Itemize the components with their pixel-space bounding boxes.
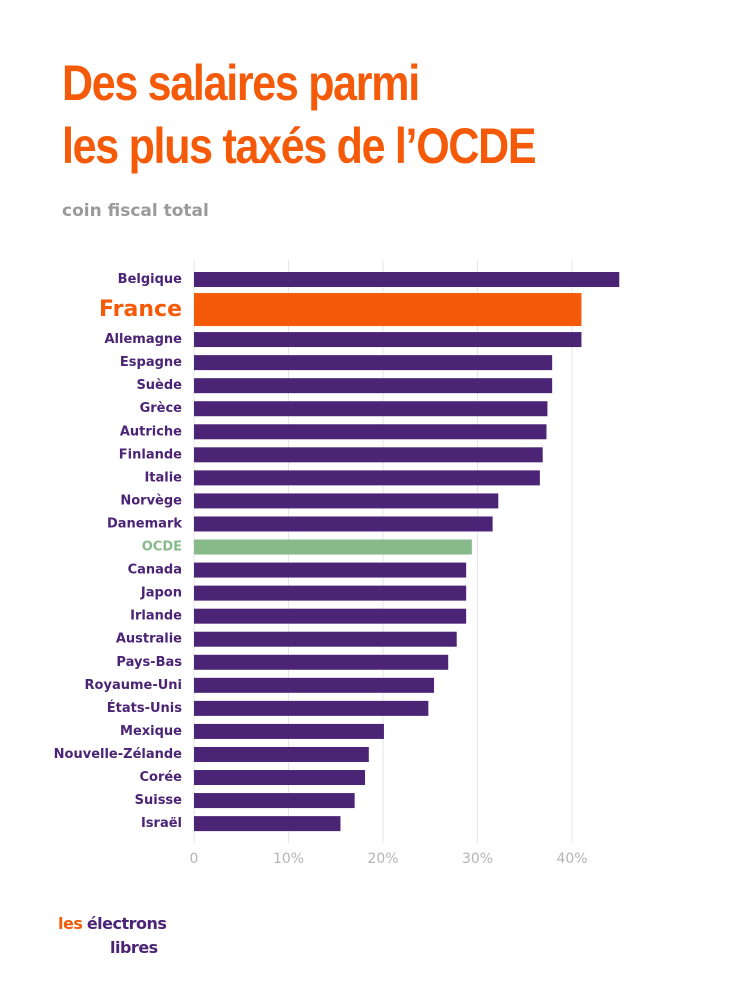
bar-autriche (194, 424, 547, 440)
brand-logo: les électrons libres (58, 914, 168, 964)
category-label-royaume-uni: Royaume-Uni (85, 678, 182, 693)
brand-logo-row-1: les électrons (58, 914, 167, 934)
category-label-belgique: Belgique (118, 272, 183, 287)
bar--tats-unis (194, 700, 429, 716)
bar-cor-e (194, 770, 366, 786)
category-label-canada: Canada (128, 563, 182, 578)
bar-france (194, 293, 582, 327)
category-label-pays-bas: Pays-Bas (116, 655, 182, 670)
chart-title: Des salaires parmi les plus taxés de l’O… (62, 52, 630, 178)
category-label-nouvelle-z-lande: Nouvelle-Zélande (54, 747, 183, 762)
category-label-gr-ce: Grèce (140, 401, 183, 416)
brand-logo-word-electrons: électrons (86, 914, 167, 933)
bar-finlande (194, 447, 543, 463)
bar-espagne (194, 355, 553, 371)
bar-mexique (194, 723, 384, 739)
category-label-isra-l: Israël (141, 816, 182, 831)
bar-nouvelle-z-lande (194, 746, 369, 762)
bar-danemark (194, 516, 493, 532)
bar-su-de (194, 378, 553, 394)
category-label-australie: Australie (116, 632, 182, 647)
category-label-mexique: Mexique (120, 724, 182, 739)
bar-gr-ce (194, 401, 548, 417)
bar-allemagne (194, 332, 582, 348)
category-label-cor-e: Corée (139, 770, 182, 785)
bar-italie (194, 470, 540, 486)
bar-canada (194, 562, 467, 578)
brand-logo-word-les: les (58, 914, 83, 933)
category-label--tats-unis: États-Unis (107, 700, 182, 716)
category-label-japon: Japon (140, 586, 182, 601)
x-tick-label-30: 30% (462, 851, 493, 867)
brand-logo-word-libres: libres (110, 938, 158, 957)
category-label-ocde: OCDE (142, 540, 182, 555)
bar-japon (194, 585, 467, 601)
category-label-espagne: Espagne (120, 355, 182, 370)
chart-subtitle: coin fiscal total (62, 201, 209, 221)
x-tick-label-10: 10% (273, 851, 304, 867)
category-label-finlande: Finlande (119, 447, 182, 462)
bar-australie (194, 631, 457, 647)
chart-title-line-2: les plus taxés de l’OCDE (62, 118, 537, 174)
category-label-allemagne: Allemagne (105, 332, 183, 347)
bar-norv-ge (194, 493, 499, 509)
bar-royaume-uni (194, 677, 435, 693)
category-label-italie: Italie (144, 470, 182, 485)
bar-suisse (194, 793, 355, 809)
category-label-danemark: Danemark (107, 516, 182, 531)
x-tick-label-40: 40% (556, 851, 587, 867)
category-label-norv-ge: Norvège (120, 493, 182, 508)
category-label-autriche: Autriche (120, 424, 182, 439)
category-label-france: France (99, 297, 182, 322)
bar-isra-l (194, 816, 341, 832)
category-label-suisse: Suisse (135, 793, 183, 808)
bar-belgique (194, 272, 620, 288)
x-tick-label-0: 0 (190, 851, 199, 867)
category-label-su-de: Suède (136, 378, 182, 393)
x-tick-label-20: 20% (367, 851, 398, 867)
bar-irlande (194, 608, 467, 624)
chart-title-line-1: Des salaires parmi (62, 55, 420, 111)
bar-ocde (194, 539, 472, 555)
category-label-irlande: Irlande (130, 609, 182, 624)
bar-pays-bas (194, 654, 449, 670)
bar-chart: Belgique France Allemagne Espagne Suède Grèce… (54, 260, 620, 867)
brand-logo-row-2: libres (110, 938, 158, 958)
